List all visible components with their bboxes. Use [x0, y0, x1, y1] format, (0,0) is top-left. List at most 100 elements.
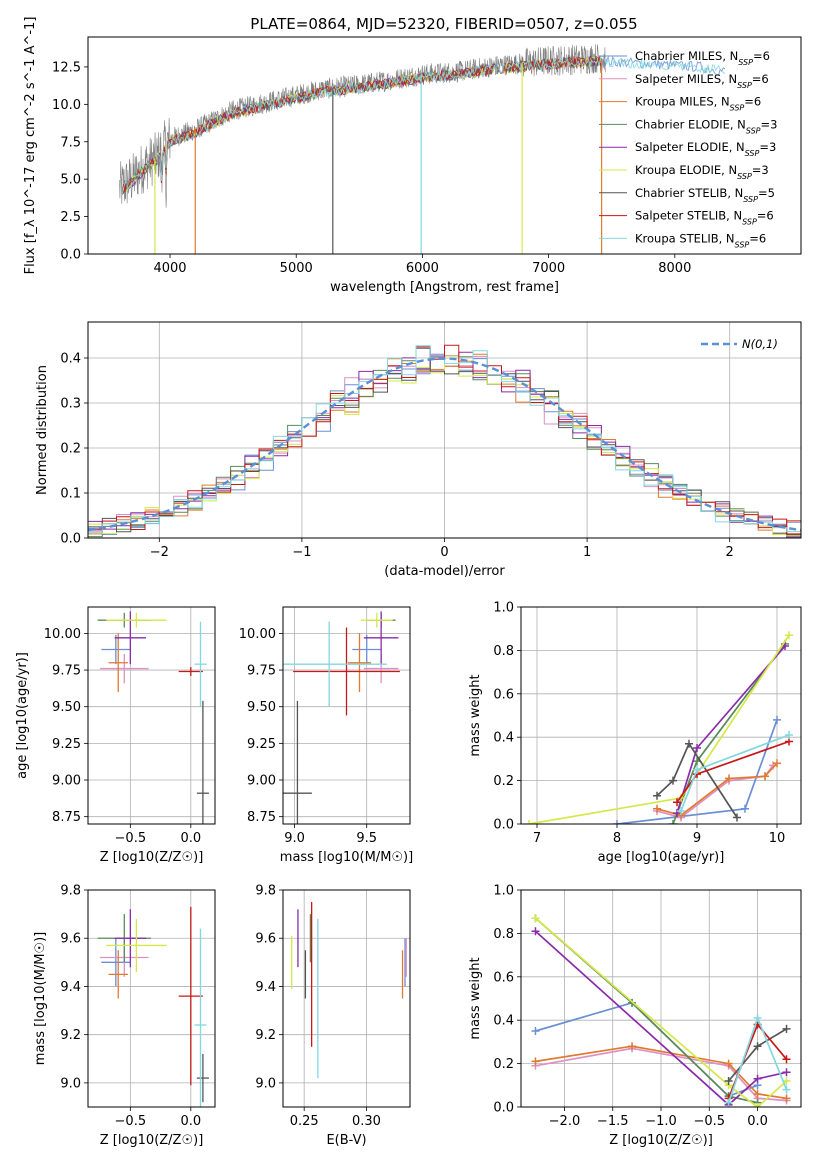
marker-plus	[669, 820, 677, 824]
legend-label: Chabrier STELIB, NSSP=5	[635, 186, 775, 204]
plot-area	[97, 611, 209, 824]
y-tick-label: 0.0	[60, 248, 81, 263]
y-tick-label: 0.3	[60, 397, 81, 412]
errorbar-point	[196, 1053, 209, 1103]
axes-frame	[520, 606, 802, 825]
x-axis-label: Z [log10(Z/Z☉)]	[609, 1133, 713, 1148]
x-tick-label: 6000	[406, 261, 439, 276]
y-tick-label: 0.4	[493, 731, 514, 746]
x-tick-label: −1.5	[597, 1114, 629, 1129]
y-tick-label: 10.00	[239, 627, 276, 642]
ticks: 0.25 0.30 9.0 9.2 9.4 9.6 9.8	[255, 884, 381, 1130]
x-axis-label: Z [log10(Z/Z☉)]	[100, 1133, 204, 1148]
y-tick-label: 9.8	[255, 884, 276, 899]
y-tick-label: 9.4	[255, 980, 276, 995]
errorbar-point	[101, 938, 131, 987]
legend-label: Kroupa STELIB, NSSP=6	[635, 231, 766, 249]
marker-plus	[782, 1068, 791, 1077]
y-tick-label: 7.5	[60, 135, 81, 150]
grid	[88, 889, 215, 1107]
ticks: −2 −1 0 1 2 0.0 0.1 0.2 0.3 0.4	[60, 352, 734, 561]
y-tick-label: 9.0	[60, 1076, 81, 1091]
legend-label: Salpeter STELIB, NSSP=6	[635, 209, 774, 227]
y-axis-label: Flux [f_λ 10^-17 erg cm^-2 s^-1 A^-1]	[23, 17, 38, 275]
plot-area	[119, 44, 726, 254]
y-tick-label: 9.50	[247, 700, 276, 715]
ticks: −0.5 0.0 9.0 9.2 9.4 9.6 9.8	[60, 884, 201, 1130]
grid	[88, 607, 215, 824]
marker-plus	[653, 791, 661, 800]
x-axis-label: age [log10(age/yr)]	[598, 850, 725, 865]
errorbar-point	[108, 633, 128, 693]
y-tick-label: 9.2	[255, 1028, 276, 1043]
x-tick-label: 8000	[658, 261, 691, 276]
x-axis-label: (data-model)/error	[384, 564, 505, 579]
y-tick-label: 0.0	[493, 1101, 514, 1116]
x-tick-label: 0.25	[290, 1114, 319, 1129]
marker-plus	[753, 1074, 762, 1083]
y-axis-label: age [log10(age/yr)]	[15, 652, 30, 779]
x-tick-label: −1.0	[645, 1114, 677, 1129]
model-spectrum-salpeter-stelib	[121, 56, 602, 195]
marker-plus	[725, 774, 733, 783]
marker-plus	[531, 927, 540, 936]
y-tick-label: 0.0	[493, 818, 514, 833]
marker-plus	[741, 804, 749, 813]
axes-frame	[87, 606, 216, 825]
errorbar-point	[108, 950, 128, 999]
plot-area	[291, 902, 407, 1079]
axes-massweight-vs-Z: −2.0 −1.5 −1.0 −0.5 0.0 0.0 0.2 0.4 0.6 0.8 1.0 Z […	[468, 884, 802, 1148]
y-tick-label: 9.75	[52, 664, 81, 679]
y-tick-label: 10.0	[52, 98, 81, 113]
model-spectrum-chabrier-elodie	[121, 58, 601, 195]
x-tick-label: −1	[292, 545, 311, 560]
x-tick-label: 9.0	[284, 831, 305, 846]
y-tick-label: 8.75	[52, 810, 81, 825]
y-tick-label: 2.5	[60, 210, 81, 225]
x-axis-label: Z [log10(Z/Z☉)]	[100, 850, 204, 865]
marker-plus	[782, 1024, 791, 1033]
marker-plus	[773, 715, 781, 724]
y-tick-label: 5.0	[60, 173, 81, 188]
y-tick-label: 9.75	[247, 664, 276, 679]
hist-kroupa-stelib	[88, 345, 801, 533]
legend-label: Salpeter ELODIE, NSSP=3	[635, 140, 776, 158]
errorbar-point	[352, 634, 382, 665]
marker-plus	[753, 1089, 762, 1098]
plot-area	[525, 631, 793, 824]
axes-frame	[282, 889, 411, 1108]
x-tick-label: 0.0	[747, 1114, 768, 1129]
marker-plus	[677, 806, 685, 815]
y-tick-label: 0.6	[493, 970, 514, 985]
x-tick-label: 5000	[280, 261, 313, 276]
axes-age-vs-mass: 9.0 9.5 8.75 9.00 9.25 9.50 9.75 10.00 mass [log…	[239, 606, 413, 865]
y-tick-label: 9.4	[60, 980, 81, 995]
errorbar-point	[283, 621, 387, 707]
marker-plus	[685, 739, 693, 748]
x-tick-label: 0.0	[180, 831, 201, 846]
x-tick-label: 0.30	[352, 1114, 381, 1129]
errorbar-point	[114, 611, 147, 665]
normal-curve	[88, 357, 801, 532]
marker-plus	[782, 1094, 791, 1103]
marker-plus	[531, 1057, 540, 1066]
marker-plus	[782, 1055, 791, 1064]
x-tick-label: 0.0	[180, 1114, 201, 1129]
axes-frame	[87, 321, 802, 539]
errorbar-point	[178, 906, 203, 1086]
y-tick-label: 12.5	[52, 60, 81, 75]
x-tick-label: −0.5	[115, 831, 147, 846]
hist-kroupa-elodie	[88, 355, 801, 537]
y-tick-label: 9.50	[52, 700, 81, 715]
axes-spectrum: 4000 5000 6000 7000 8000 0.0 2.5 5.0 7.5 10.0 12.5…	[23, 17, 802, 295]
axes-frame	[282, 606, 411, 825]
marker-plus	[724, 1098, 733, 1107]
marker-plus	[531, 1027, 540, 1036]
x-tick-label: 1	[583, 545, 591, 560]
y-tick-label: 9.00	[247, 774, 276, 789]
model-spectrum-salpeter-elodie	[121, 55, 601, 195]
ticks: −2.0 −1.5 −1.0 −0.5 0.0 0.0 0.2 0.4 0.6 0.8 1.0	[493, 884, 768, 1130]
legend-label: Chabrier ELODIE, NSSP=3	[635, 117, 777, 135]
marker-plus	[613, 820, 621, 824]
